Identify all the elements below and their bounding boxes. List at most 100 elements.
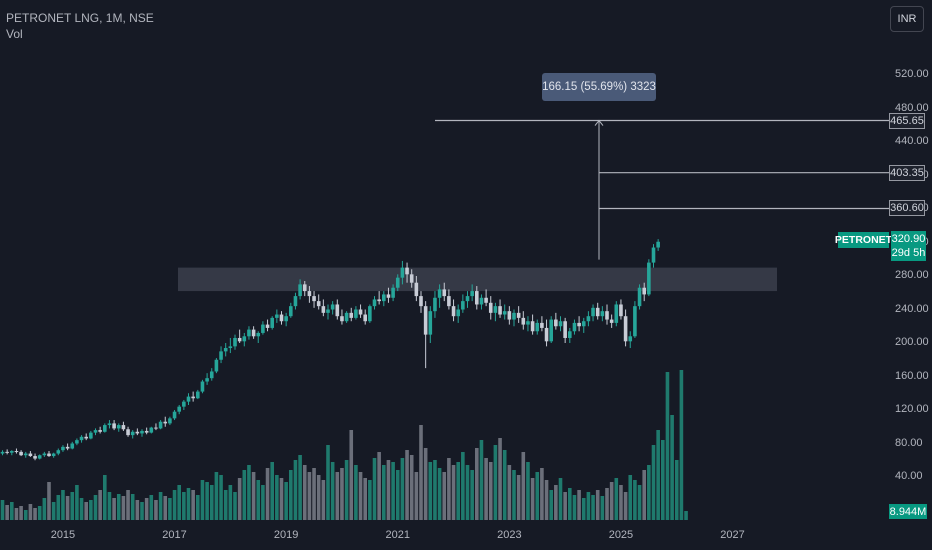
volume-bar	[140, 502, 144, 520]
volume-bar	[391, 462, 395, 520]
volume-bar	[591, 495, 595, 520]
candle-body	[289, 306, 293, 317]
resistance-zone[interactable]	[178, 267, 777, 292]
volume-bar	[651, 445, 656, 520]
candle-body	[447, 296, 451, 307]
volume-bar	[275, 475, 279, 520]
candle-body	[135, 431, 140, 434]
volume-bar	[475, 448, 479, 520]
candle-body	[516, 312, 521, 318]
candle-body	[498, 306, 502, 315]
volume-bar	[558, 478, 563, 520]
volume-bar	[130, 494, 135, 520]
volume-bar	[498, 438, 502, 520]
candle-body	[121, 425, 126, 430]
candle-body	[270, 317, 274, 328]
level-label: 403.35	[889, 164, 925, 181]
candle-body	[275, 314, 279, 318]
candle-body	[386, 294, 391, 298]
volume-bar	[84, 502, 88, 520]
volume-bar	[358, 472, 363, 520]
volume-bar	[507, 465, 512, 520]
volume-bar	[98, 490, 102, 520]
candle-body	[70, 443, 75, 449]
candle-body	[42, 453, 47, 456]
candle-body	[451, 306, 456, 317]
volume-bar	[456, 462, 460, 520]
candle-body	[14, 451, 19, 453]
candle-body	[372, 299, 377, 307]
volume-bar	[563, 492, 567, 520]
volume-bar	[512, 470, 516, 520]
time-tick-label: 2025	[608, 529, 634, 541]
candlesticks	[0, 239, 660, 461]
candle-body	[23, 453, 28, 456]
candle-body	[507, 311, 512, 320]
volume-bar	[37, 506, 42, 520]
volume-bar	[10, 502, 14, 520]
candle-body	[456, 309, 460, 317]
candle-body	[340, 316, 344, 322]
volume-bar	[312, 468, 316, 520]
candle-body	[256, 332, 261, 337]
candle-body	[51, 453, 56, 457]
price-tick-label: 120.00	[895, 403, 929, 415]
volume-bar	[116, 494, 121, 520]
volume-bar	[93, 495, 98, 520]
candle-body	[33, 456, 37, 459]
price-tick-label: 240.00	[895, 302, 929, 315]
volume-bar	[470, 470, 474, 520]
volume-bar	[354, 465, 358, 520]
volume-bar	[344, 460, 349, 520]
candle-body	[642, 287, 646, 295]
candle-body	[335, 304, 340, 317]
candle-body	[61, 446, 65, 451]
candle-body	[558, 321, 563, 327]
volume-bar	[484, 458, 488, 520]
symbol-tag: PETRONET	[834, 232, 893, 248]
price-tick-label: 40.00	[895, 470, 923, 482]
volume-bar	[219, 475, 223, 520]
volume-bar	[321, 480, 326, 520]
volume-bar	[419, 425, 423, 520]
price-tick-label: 200.00	[895, 336, 929, 348]
candle-body	[168, 418, 172, 424]
candle-body	[186, 396, 191, 402]
volume-bar	[23, 510, 28, 520]
candle-body	[344, 312, 349, 322]
volume-bar	[405, 450, 409, 520]
candle-body	[363, 314, 367, 322]
candle-body	[89, 432, 93, 439]
volume-bar	[163, 496, 168, 520]
volume-bar	[674, 460, 679, 520]
candle-body	[154, 427, 158, 429]
volume-bar	[568, 488, 572, 520]
candle-body	[623, 316, 628, 342]
last-price-tag: 320.90 29d 5h	[891, 231, 926, 261]
candle-body	[316, 301, 321, 307]
volume-bar	[572, 495, 577, 520]
volume-bar	[605, 488, 609, 520]
candle-body	[414, 282, 419, 297]
candle-body	[228, 346, 233, 349]
candle-body	[633, 306, 637, 337]
candle-body	[549, 319, 553, 342]
candle-body	[600, 311, 605, 317]
candle-body	[535, 322, 540, 332]
candle-body	[98, 430, 102, 432]
candle-body	[581, 321, 586, 327]
volume-bar	[637, 485, 642, 520]
currency-selector[interactable]: INR	[890, 6, 924, 32]
candle-body	[219, 351, 223, 360]
candle-body	[540, 322, 544, 328]
volume-bar	[112, 498, 116, 520]
candle-body	[321, 306, 326, 313]
candle-body	[65, 446, 70, 449]
candle-body	[405, 267, 409, 275]
volume-bar	[172, 490, 177, 520]
candle-body	[656, 241, 660, 248]
volume-bar	[479, 440, 484, 520]
volume-bar	[70, 492, 75, 520]
candle-body	[261, 324, 265, 333]
